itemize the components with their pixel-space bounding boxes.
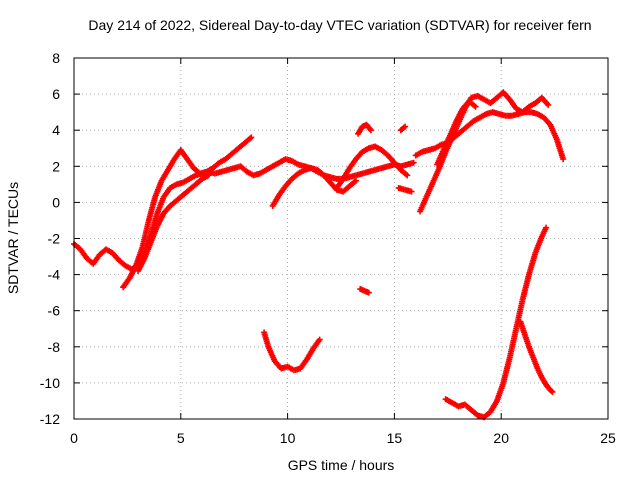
chart-title: Day 214 of 2022, Sidereal Day-to-day VTE… (88, 17, 591, 33)
y-tick-label: 6 (52, 86, 60, 102)
data-point (404, 172, 411, 179)
x-tick-label: 20 (493, 430, 509, 446)
x-tick-label: 0 (70, 430, 78, 446)
series-arc-i (412, 109, 567, 163)
y-tick-label: -12 (40, 411, 60, 427)
data-point (408, 188, 415, 195)
x-tick-label: 15 (387, 430, 403, 446)
series-arc-a (71, 156, 417, 273)
series-arc-o (517, 318, 556, 395)
data-point (549, 388, 556, 395)
series-arc-f (355, 121, 374, 137)
data-point (367, 127, 374, 134)
x-tick-label: 10 (280, 430, 296, 446)
series-arc-g (395, 184, 415, 195)
series-arc-h (397, 123, 409, 134)
y-tick-label: 4 (52, 122, 60, 138)
series-arc-j (417, 89, 552, 215)
x-axis-label: GPS time / hours (288, 457, 395, 473)
series-arc-b (120, 134, 255, 291)
data-point (410, 159, 417, 166)
plot-frame (73, 57, 609, 420)
data-point (560, 156, 567, 163)
y-tick-labels: -12 -10 -8 -6 -4 -2 0 2 4 6 8 (40, 50, 60, 427)
y-axis-label: SDTVAR / TECUs (5, 182, 21, 294)
y-tick-label: -8 (48, 339, 61, 355)
data-point (205, 172, 212, 179)
x-tick-label: 25 (600, 430, 616, 446)
data-series (71, 89, 567, 421)
series-arc-n (442, 224, 550, 421)
data-point (545, 101, 552, 108)
y-tick-label: 2 (52, 158, 60, 174)
x-tick-label: 5 (177, 430, 185, 446)
series-arc-c (135, 172, 212, 274)
series-arc-l (261, 329, 323, 374)
grid-lines (74, 58, 608, 419)
series-arc-m (357, 286, 372, 296)
data-point (365, 289, 372, 296)
series-arc-d (269, 165, 359, 210)
data-point (472, 103, 479, 110)
y-tick-label: -6 (48, 303, 61, 319)
y-tick-label: -10 (40, 375, 60, 391)
series-arc-e (333, 143, 411, 191)
data-point (316, 336, 323, 343)
data-point (543, 224, 550, 231)
y-tick-label: -2 (48, 231, 61, 247)
data-point (248, 134, 255, 141)
y-tick-label: 8 (52, 50, 60, 66)
data-point (352, 177, 359, 184)
data-point-fill (548, 388, 555, 395)
x-tick-labels: 0 5 10 15 20 25 (70, 430, 616, 446)
y-tick-label: -4 (48, 267, 61, 283)
series-arc-k (434, 98, 479, 168)
data-point (402, 123, 409, 130)
y-tick-label: 0 (52, 194, 60, 210)
